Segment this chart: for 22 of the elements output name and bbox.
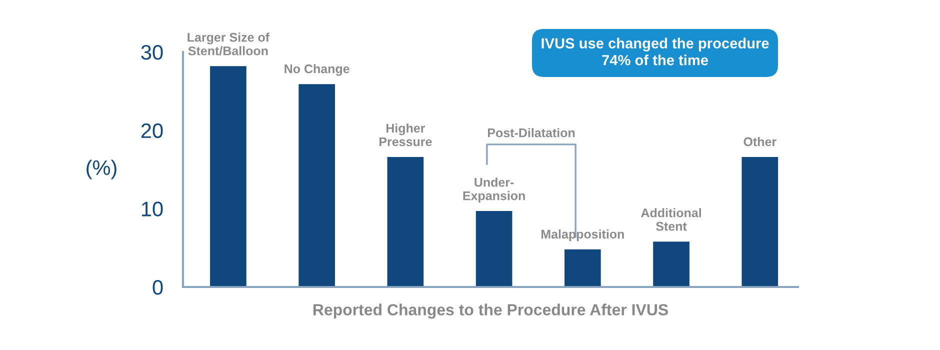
x-tick-label: Higher Pressure (380, 123, 432, 146)
x-tick-label: Under- Expansion (463, 178, 525, 203)
x-tick-label: Larger Size of Stent/Balloon (188, 32, 270, 56)
annotation: Post-Dilatation (488, 128, 575, 138)
y-tick-label: 20 (141, 123, 163, 138)
bar (653, 242, 690, 287)
x-axis-title: Reported Changes to the Procedure After IVUS (313, 304, 668, 319)
y-tick-label: 10 (142, 202, 163, 216)
bar (298, 84, 335, 287)
y-axis-title: (%) (86, 160, 116, 180)
y-tick-label: 30 (141, 45, 163, 60)
x-tick-label: Malapposition (541, 229, 624, 242)
x-tick-label: Other (744, 136, 776, 146)
bar (210, 66, 246, 287)
bar (564, 249, 601, 287)
x-tick-label: No Change (284, 64, 350, 76)
bar (387, 156, 424, 287)
y-tick-label: 0 (152, 280, 163, 295)
bar (742, 156, 778, 287)
x-tick-label: Additional Stent (641, 208, 701, 231)
bar (476, 211, 512, 287)
annotation: IVUS use changed the procedure 74% of the time (542, 38, 769, 66)
